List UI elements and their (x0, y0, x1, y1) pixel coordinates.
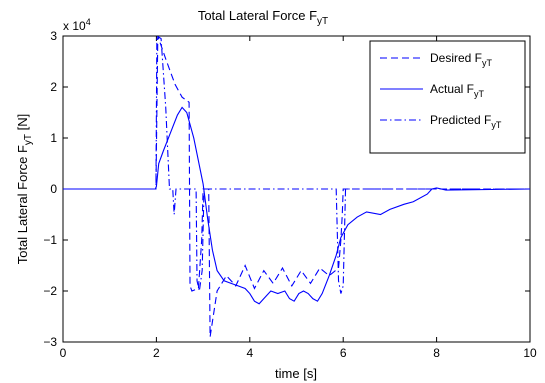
series-line-dashdot (63, 36, 530, 294)
y-multiplier-exponent: 4 (86, 17, 91, 27)
x-axis-label: time [s] (275, 366, 317, 381)
x-tick-label: 2 (153, 346, 160, 360)
legend-label-subscript: yT (474, 89, 485, 99)
x-tick-label: 8 (433, 346, 440, 360)
x-tick-label: 0 (60, 346, 67, 360)
chart-title: Total Lateral Force FyT (198, 8, 328, 27)
y-multiplier-base: x 10 (63, 19, 86, 33)
x-tick-label: 4 (246, 346, 253, 360)
chart-title-subscript: yT (317, 16, 328, 27)
legend-label-main: Predicted F (430, 113, 491, 127)
legend-box (369, 40, 526, 154)
y-tick-label: 1 (50, 131, 57, 145)
series-layer (63, 36, 530, 337)
x-tick-label: 6 (340, 346, 347, 360)
legend-label-subscript: yT (482, 58, 493, 68)
y-label-main: Total Lateral Force F (15, 145, 30, 264)
y-tick-label: −3 (43, 335, 57, 349)
y-axis-multiplier: x 104 (63, 17, 91, 33)
series-line-dashed (63, 36, 530, 337)
legend-label: Predicted FyT (430, 113, 502, 130)
y-tick-label: −2 (43, 284, 57, 298)
x-tick-label: 10 (523, 346, 537, 360)
y-label-unit: [N] (15, 114, 30, 134)
y-axis-label: Total Lateral Force FyT [N] (15, 114, 34, 265)
legend-label-main: Desired F (430, 51, 482, 65)
y-tick-label: 0 (50, 182, 57, 196)
legend-label: Actual FyT (430, 82, 485, 99)
legend-label: Desired FyT (430, 51, 493, 68)
y-tick-label: 2 (50, 80, 57, 94)
legend-label-main: Actual F (430, 82, 474, 96)
chart-title-main: Total Lateral Force F (198, 8, 317, 23)
legend-label-subscript: yT (491, 120, 502, 130)
y-tick-label: 3 (50, 29, 57, 43)
y-label-subscript: yT (23, 134, 34, 145)
axis-ticks: 0 2 4 6 8 10 −3 −2 −1 0 1 2 3 (43, 29, 537, 360)
series-line-solid (63, 106, 530, 305)
y-tick-label: −1 (43, 233, 57, 247)
